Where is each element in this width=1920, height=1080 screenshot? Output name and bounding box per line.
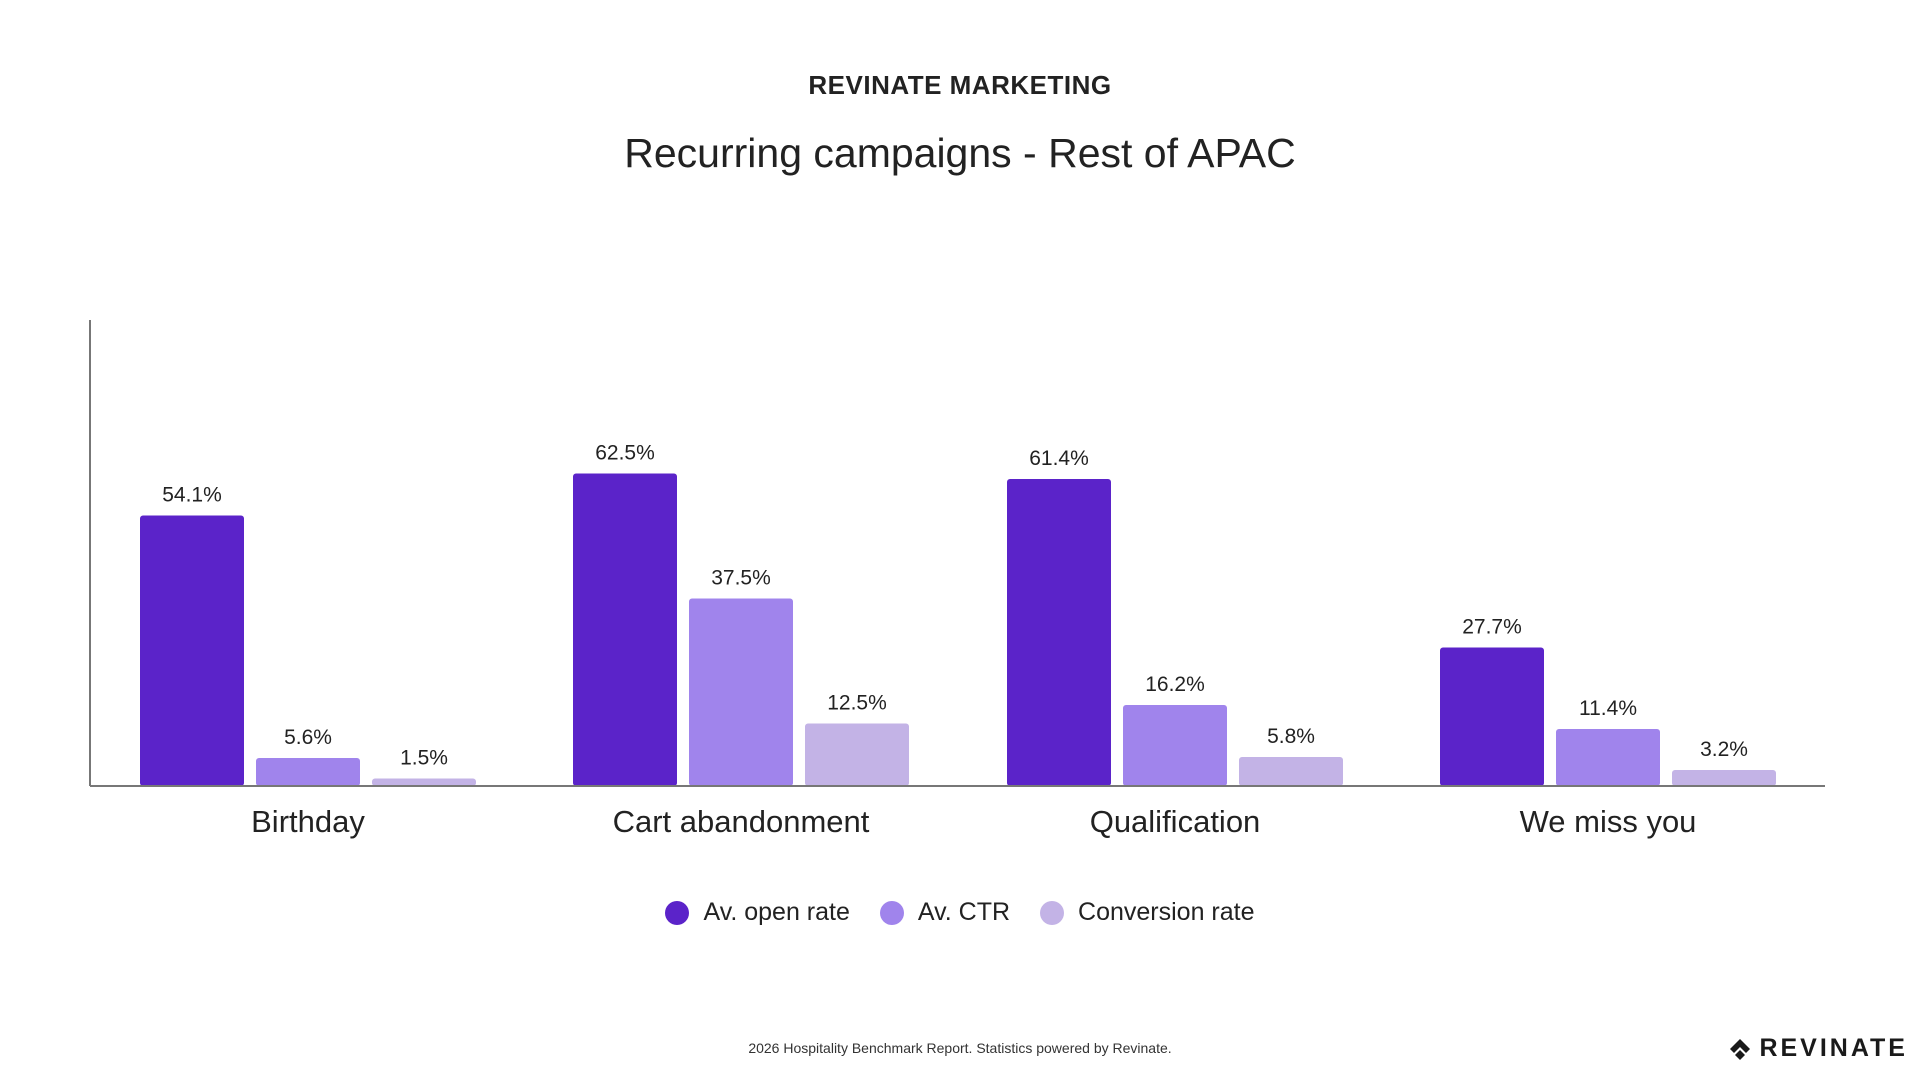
legend-swatch-ctr bbox=[879, 900, 904, 925]
legend-label-conversion-rate: Conversion rate bbox=[1078, 898, 1255, 926]
footer-note: 2026 Hospitality Benchmark Report. Stati… bbox=[748, 1040, 1172, 1056]
legend: Av. open rate Av. CTR Conversion rate bbox=[0, 898, 1920, 927]
data-label-open-rate-2: 61.4% bbox=[1029, 447, 1089, 470]
category-tick-1: Cart abandonment bbox=[613, 804, 870, 839]
bar-conversion-rate-2[interactable] bbox=[1239, 757, 1343, 786]
category-tick-0: Birthday bbox=[251, 804, 365, 839]
bar-ctr-1[interactable] bbox=[689, 598, 793, 787]
data-label-ctr-1: 37.5% bbox=[711, 567, 771, 590]
bar-open-rate-1[interactable] bbox=[573, 473, 677, 787]
chart-title: Recurring campaigns - Rest of APAC bbox=[624, 130, 1296, 176]
data-label-conversion-rate-2: 5.8% bbox=[1267, 725, 1315, 748]
value-label-group: 54.1% 5.6% 1.5% 62.5% 37.5% 12.5% 61.4% 16.2% 5.… bbox=[162, 442, 1748, 770]
data-label-ctr-3: 11.4% bbox=[1579, 697, 1637, 720]
category-tick-3: We miss you bbox=[1520, 804, 1697, 839]
legend-swatch-conversion-rate bbox=[1040, 900, 1065, 925]
brand-header: REVINATE MARKETING bbox=[808, 70, 1112, 100]
revinate-logo: REVINATE bbox=[1729, 1034, 1908, 1063]
legend-item-open-rate[interactable]: Av. open rate bbox=[665, 898, 850, 927]
data-label-conversion-rate-0: 1.5% bbox=[400, 747, 448, 770]
category-tick-group: Birthday Cart abandonment Qualification We … bbox=[251, 804, 1696, 839]
data-label-conversion-rate-1: 12.5% bbox=[827, 692, 887, 715]
category-tick-2: Qualification bbox=[1090, 804, 1261, 839]
legend-item-conversion-rate[interactable]: Conversion rate bbox=[1040, 898, 1255, 927]
legend-item-ctr[interactable]: Av. CTR bbox=[879, 898, 1011, 927]
bar-ctr-0[interactable] bbox=[256, 758, 360, 786]
bar-conversion-rate-3[interactable] bbox=[1672, 770, 1776, 786]
bar-ctr-2[interactable] bbox=[1123, 705, 1227, 786]
legend-label-open-rate: Av. open rate bbox=[703, 898, 850, 926]
bar-conversion-rate-1[interactable] bbox=[805, 723, 909, 787]
bar-open-rate-0[interactable] bbox=[140, 515, 244, 787]
data-label-open-rate-1: 62.5% bbox=[595, 442, 655, 465]
data-label-open-rate-0: 54.1% bbox=[162, 484, 222, 507]
legend-swatch-open-rate bbox=[665, 900, 690, 925]
revinate-logo-icon bbox=[1730, 1038, 1751, 1060]
bar-open-rate-3[interactable] bbox=[1440, 647, 1544, 787]
bar-ctr-3[interactable] bbox=[1556, 729, 1660, 786]
bar-group bbox=[140, 473, 1776, 787]
data-label-conversion-rate-3: 3.2% bbox=[1700, 738, 1748, 761]
legend-label-ctr: Av. CTR bbox=[917, 898, 1011, 926]
bar-conversion-rate-0[interactable] bbox=[372, 778, 476, 787]
data-label-ctr-0: 5.6% bbox=[284, 726, 332, 749]
logo-wordmark: REVINATE bbox=[1759, 1034, 1908, 1062]
data-label-open-rate-3: 27.7% bbox=[1462, 616, 1522, 639]
data-label-ctr-2: 16.2% bbox=[1145, 673, 1205, 696]
bar-open-rate-2[interactable] bbox=[1007, 479, 1111, 786]
